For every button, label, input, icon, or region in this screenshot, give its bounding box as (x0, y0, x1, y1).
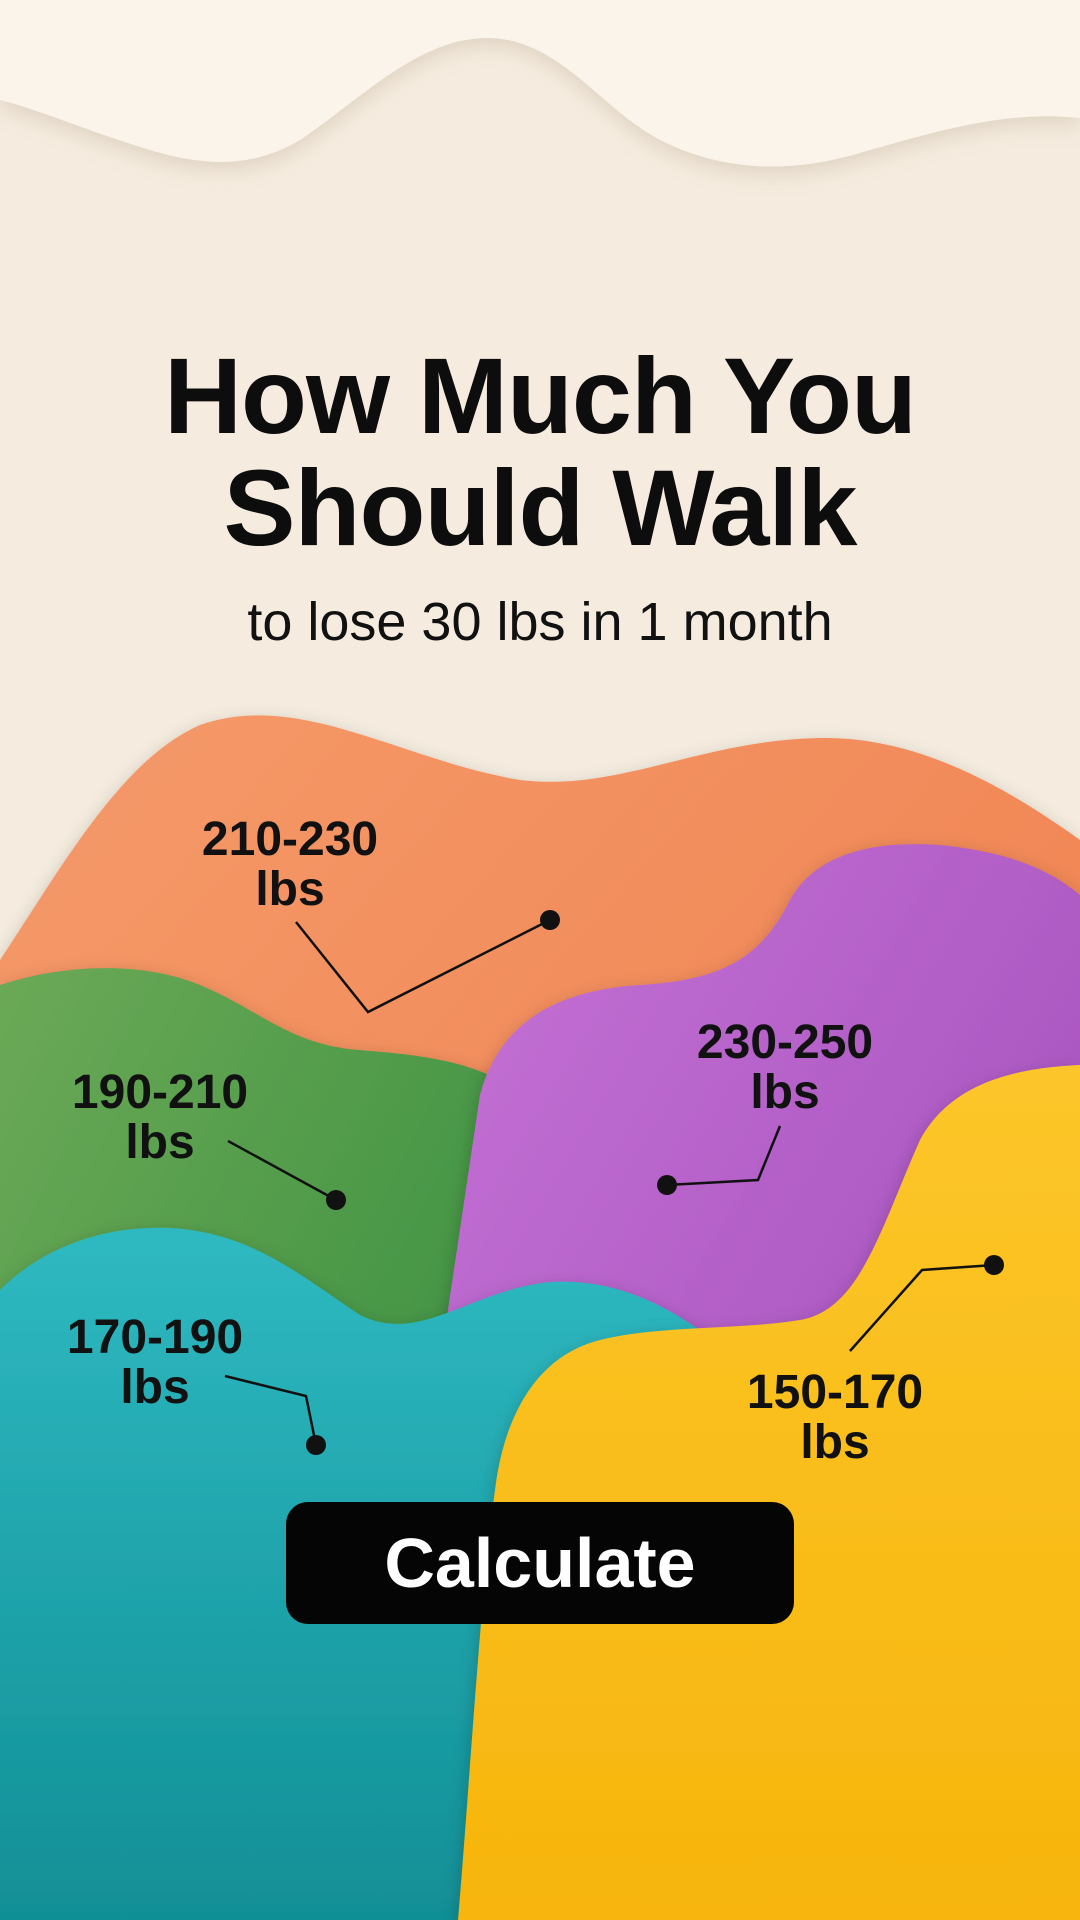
range-unit: lbs (750, 1066, 820, 1119)
range-label-230-250: 230-250 lbs (665, 1018, 905, 1118)
range-value: 230-250 (696, 1016, 874, 1069)
range-value: 190-210 (71, 1066, 249, 1119)
range-unit: lbs (125, 1116, 195, 1169)
leader-line-170-190 (224, 1374, 326, 1455)
range-label-150-170: 150-170 lbs (715, 1368, 955, 1468)
range-label-210-230: 210-230 lbs (170, 815, 410, 915)
range-unit: lbs (255, 863, 325, 916)
range-label-170-190: 170-190 lbs (35, 1313, 275, 1413)
range-unit: lbs (800, 1416, 870, 1469)
leader-line-210-230 (295, 910, 560, 1014)
range-value: 170-190 (66, 1311, 244, 1364)
subtitle: to lose 30 lbs in 1 month (247, 592, 833, 652)
calculate-button[interactable]: Calculate (286, 1502, 794, 1624)
hill-150-170 (458, 1065, 1080, 1920)
range-label-190-210: 190-210 lbs (40, 1068, 280, 1168)
title-line-2: Should Walk (223, 447, 858, 568)
range-value: 150-170 (746, 1366, 924, 1419)
leader-line-230-250 (657, 1125, 782, 1195)
range-unit: lbs (120, 1361, 190, 1414)
top-paper-wave (0, 0, 1080, 167)
leader-line-150-170 (849, 1255, 1004, 1352)
range-value: 210-230 (201, 813, 379, 866)
page-title: How Much You Should Walk (0, 340, 1080, 564)
title-line-1: How Much You (164, 335, 917, 456)
leader-line-190-210 (227, 1139, 346, 1210)
